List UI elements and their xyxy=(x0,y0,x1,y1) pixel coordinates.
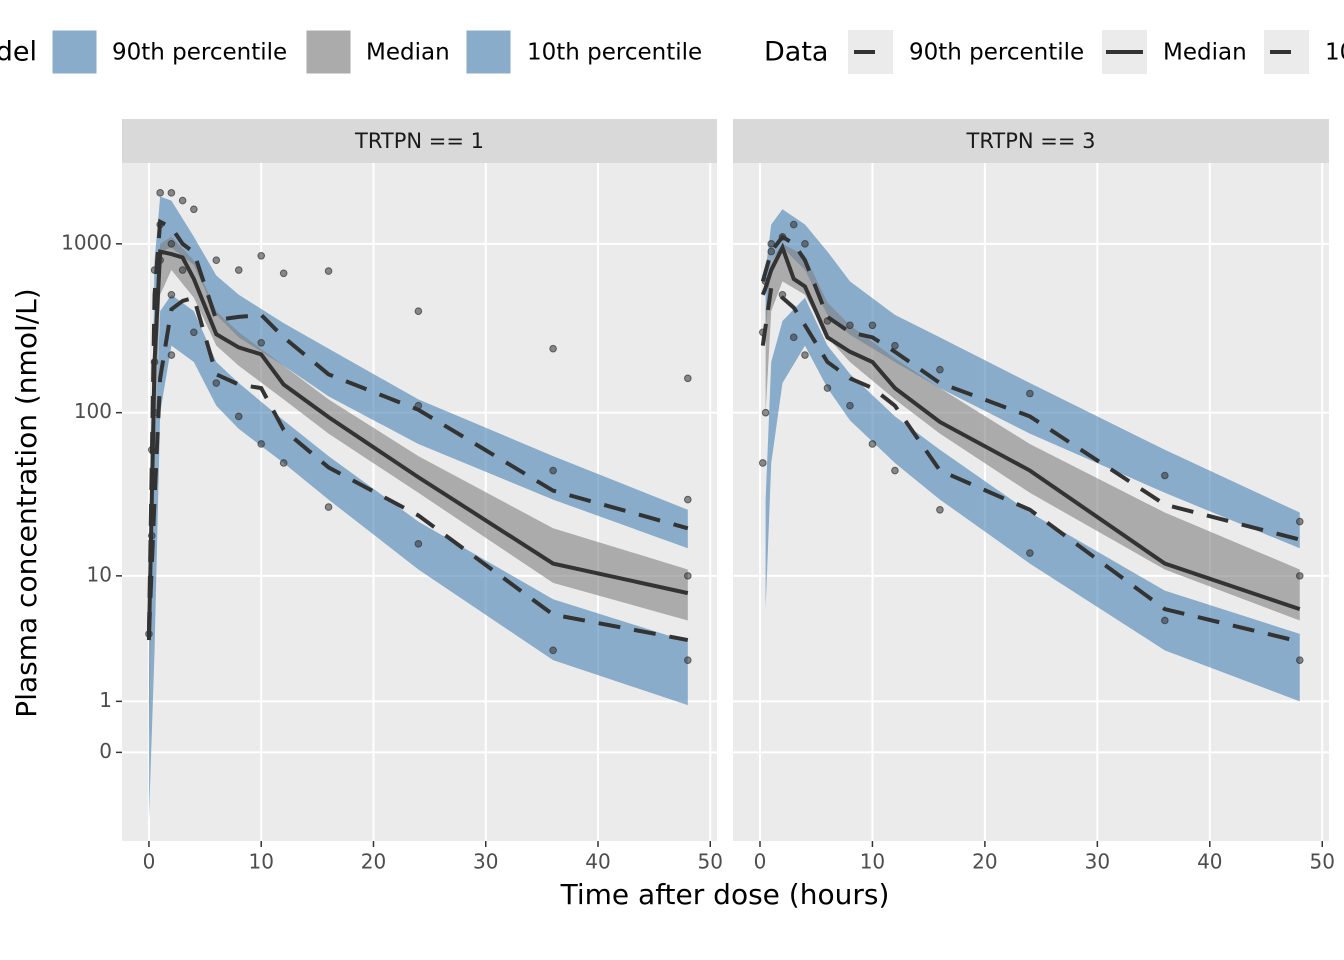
data-point xyxy=(684,374,692,383)
legend-key xyxy=(465,29,512,75)
x-tick-label: 40 xyxy=(1197,850,1222,874)
data-point xyxy=(1295,656,1304,664)
legend-key xyxy=(51,29,98,75)
data-point xyxy=(549,646,557,655)
data-point xyxy=(868,440,877,448)
data-point xyxy=(684,572,692,580)
data-point xyxy=(936,365,944,374)
data-point xyxy=(789,220,798,229)
data-point xyxy=(1026,389,1034,398)
band xyxy=(765,209,1300,549)
y-tick-label: 100 xyxy=(74,399,112,423)
data-line xyxy=(146,249,689,641)
data-point xyxy=(190,328,198,337)
legend-label: 10th percentile xyxy=(1325,40,1344,66)
data-point xyxy=(414,540,423,548)
data-point xyxy=(1295,517,1304,526)
legend-label: Median xyxy=(1163,40,1247,66)
panel-title: TRTPN == 3 xyxy=(966,129,1096,153)
data-point xyxy=(846,401,854,410)
data-point xyxy=(789,333,798,342)
x-tick-label: 20 xyxy=(972,850,997,874)
y-tick-label: 1 xyxy=(99,688,112,712)
x-tick-label: 40 xyxy=(585,850,610,874)
legend-label: 10th percentile xyxy=(527,40,702,66)
data-point xyxy=(167,290,176,299)
y-tick-label: 0 xyxy=(99,739,112,763)
data-point xyxy=(1161,616,1169,625)
x-tick-label: 50 xyxy=(1310,850,1335,874)
strip xyxy=(733,119,1329,163)
data-point xyxy=(190,205,198,214)
band xyxy=(148,236,688,753)
x-tick-label: 10 xyxy=(248,850,273,874)
data-point xyxy=(891,341,899,350)
x-tick-label: 50 xyxy=(698,850,723,874)
band xyxy=(765,243,1300,621)
y-tick-label: 10 xyxy=(87,562,112,586)
legend-label: 90th percentile xyxy=(909,40,1084,66)
data-point xyxy=(823,384,832,392)
data-point xyxy=(684,656,692,664)
panel-title: TRTPN == 1 xyxy=(354,129,484,153)
data-point xyxy=(761,408,770,417)
data-point xyxy=(324,503,333,511)
data-point xyxy=(1161,471,1169,480)
band xyxy=(148,196,688,753)
x-tick-label: 0 xyxy=(143,850,156,874)
data-point xyxy=(156,189,164,197)
data-point xyxy=(257,440,266,448)
legend-title: Data xyxy=(764,37,828,68)
data-point xyxy=(868,321,877,330)
data-point xyxy=(257,338,266,347)
data-point xyxy=(891,466,899,475)
x-tick-label: 0 xyxy=(754,850,767,874)
data-point xyxy=(801,351,809,359)
data-point xyxy=(167,240,176,248)
data-point xyxy=(801,240,809,248)
data-point xyxy=(759,459,767,467)
x-tick-label: 20 xyxy=(361,850,386,874)
legend-label: 90th percentile xyxy=(112,40,287,66)
data-point xyxy=(414,307,423,315)
data-point xyxy=(684,495,692,504)
data-point xyxy=(178,266,187,274)
x-tick-label: 10 xyxy=(860,850,885,874)
data-point xyxy=(178,196,187,205)
x-tick-label: 30 xyxy=(473,850,498,874)
legend-title: Model xyxy=(0,37,37,68)
data-point xyxy=(279,269,288,278)
y-tick-label: 1000 xyxy=(61,230,112,254)
data-line xyxy=(760,242,1301,612)
data-line xyxy=(146,295,689,643)
data-point xyxy=(167,351,176,359)
data-point xyxy=(936,505,944,514)
legend-key xyxy=(305,29,352,75)
data-point xyxy=(767,247,776,256)
data-point xyxy=(846,321,854,330)
data-line xyxy=(760,283,1301,644)
x-axis-label: Time after dose (hours) xyxy=(560,878,890,911)
legend-label: Median xyxy=(366,40,450,66)
data-point xyxy=(167,189,176,197)
data-point xyxy=(1295,572,1304,580)
x-tick-label: 30 xyxy=(1085,850,1110,874)
data-point xyxy=(279,459,288,467)
data-point xyxy=(549,344,557,353)
data-point xyxy=(1026,549,1034,557)
data-point xyxy=(212,379,221,387)
data-point xyxy=(767,240,776,248)
data-point xyxy=(257,251,266,260)
data-point xyxy=(234,412,243,421)
data-line xyxy=(760,234,1301,542)
data-point xyxy=(549,466,557,475)
data-line xyxy=(146,218,689,634)
data-point xyxy=(324,267,333,275)
band xyxy=(765,297,1300,702)
data-point xyxy=(212,256,221,265)
data-point xyxy=(234,266,243,274)
y-axis-label: Plasma concentration (nmol/L) xyxy=(10,288,43,717)
strip xyxy=(122,119,717,163)
